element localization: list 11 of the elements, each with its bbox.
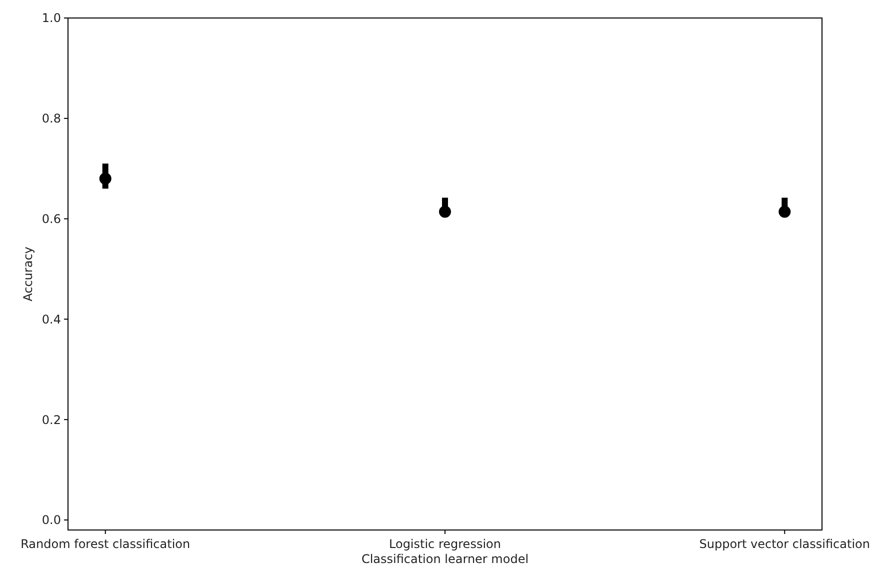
x-tick-label: Random forest classification (20, 537, 190, 551)
y-tick-label: 1.0 (42, 11, 61, 26)
y-tick-label: 0.4 (42, 312, 61, 326)
x-tick-label: Support vector classification (699, 537, 870, 551)
x-axis-title: Classification learner model (361, 552, 529, 566)
x-tick-label: Logistic regression (389, 537, 501, 551)
y-tick-label: 0.8 (42, 112, 61, 126)
y-tick-label: 0.2 (42, 412, 61, 427)
y-axis-title: Accuracy (21, 246, 35, 302)
y-tick-label: 0.6 (42, 212, 61, 226)
y-tick-label: 0.0 (42, 513, 61, 528)
